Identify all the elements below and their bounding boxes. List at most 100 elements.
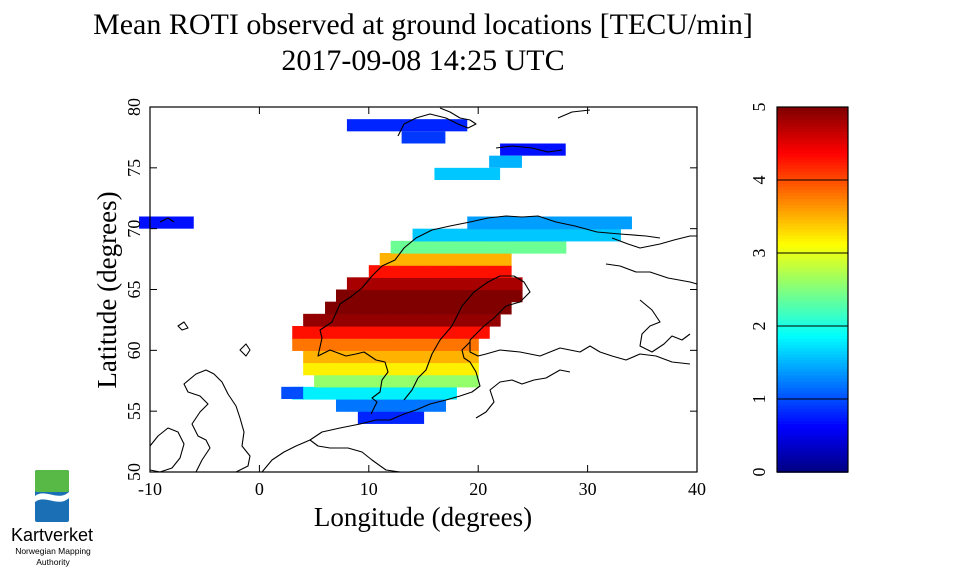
colorbar-stripe [777,152,848,157]
heatmap-cell [379,301,392,315]
colorbar-stripe [777,453,848,458]
heatmap-cell [445,362,457,376]
heatmap-cell [543,240,556,254]
colorbar-stripe [777,107,848,111]
heatmap-cell [500,240,512,254]
colorbar-stripe [777,432,848,437]
colorbar-stripe [777,289,848,294]
colorbar-tick-label: 1 [749,395,769,404]
heatmap-cell [368,338,381,351]
heatmap-cell [346,362,359,376]
colorbar-stripe [777,429,848,434]
heatmap-cell [478,277,490,291]
colorbar-stripe [777,210,848,215]
heatmap-cell [346,374,359,388]
heatmap-cell [335,313,348,327]
heatmap-cell [434,253,446,266]
heatmap-cell [489,313,501,327]
colorbar-stripe [777,149,848,154]
heatmap-cell [467,350,479,364]
colorbar-stripe [777,468,848,473]
colorbar-stripe [777,146,848,151]
x-tick-label: 20 [469,479,487,499]
heatmap-cell [576,216,589,230]
heatmap-cell [401,386,414,400]
colorbar-stripe [777,249,848,254]
heatmap-cell [434,386,446,400]
heatmap-cell [445,326,457,339]
heatmap-cell [390,240,403,254]
heatmap-cell [478,216,490,230]
heatmap-cell [379,338,392,351]
heatmap-cell [412,289,425,303]
colorbar-stripe [777,259,848,263]
colorbar-stripe [777,362,848,367]
heatmap-cell [412,350,425,364]
heatmap-cell [445,374,457,388]
colorbar-stripe [777,444,848,449]
y-tick-label: 75 [124,159,144,177]
colorbar-stripe [777,253,848,257]
coastline-baltic-south [309,341,481,441]
heatmap-cell [390,386,403,400]
heatmap-cell [390,362,403,376]
x-axis-label: Longitude (degrees) [314,502,532,532]
heatmap-cell [401,350,414,364]
coastline-shetland [239,343,251,357]
heatmap-cell [412,338,425,351]
heatmap-cell [456,362,468,376]
colorbar-stripe [777,274,848,279]
heatmap-cell [478,313,490,327]
colorbar-stripe [777,164,848,169]
heatmap-cell [423,253,436,266]
colorbar-stripe [777,316,848,321]
colorbar-stripe [777,131,848,136]
colorbar-stripe [777,347,848,352]
heatmap-cell [434,301,446,315]
heatmap-cell [379,350,392,364]
heatmap-cell [346,350,359,364]
colorbar-stripe [777,167,848,172]
heatmap-cell [412,313,425,327]
colorbar-stripe [777,158,848,163]
colorbar-stripe [777,161,848,166]
colorbar-stripe [777,134,848,139]
heatmap-cell [390,253,403,266]
heatmap-cell [292,338,304,351]
heatmap-cell [456,265,468,278]
heatmap-cell [489,228,501,242]
colorbar-stripe [777,386,848,391]
coastline-europe [261,439,401,473]
heatmap-cell [325,301,337,315]
colorbar-tick-label: 2 [749,322,769,331]
heatmap-cell [401,399,414,412]
heatmap-cell [379,374,392,388]
heatmap-cell [467,326,479,339]
heatmap-cell [554,228,567,242]
heatmap-cell [346,386,359,400]
y-tick-label: 80 [124,98,144,116]
heatmap-cell [467,301,479,315]
heatmap-cell [511,289,523,303]
heatmap-cell [489,155,522,168]
heatmap-cell [379,399,392,412]
colorbar-stripe [777,399,848,403]
heatmap-cell [434,374,446,388]
colorbar-tick-label: 4 [749,176,769,185]
heatmap-cell [434,362,446,376]
heatmap-cell [357,301,370,315]
heatmap-cell [412,326,425,339]
colorbar-stripe [777,119,848,124]
heatmap-cell [489,253,501,266]
y-axis-label: Latitude (degrees) [92,191,122,388]
heatmap-cell [368,362,381,376]
colorbar-stripe [777,423,848,428]
heatmap-cell [434,338,446,351]
heatmap-cell [412,362,425,376]
colorbar-stripe [777,201,848,206]
heatmap-cell [379,326,392,339]
heatmap-cell [412,301,425,315]
heatmap-cell [325,313,337,327]
heatmap-cell [511,228,523,242]
